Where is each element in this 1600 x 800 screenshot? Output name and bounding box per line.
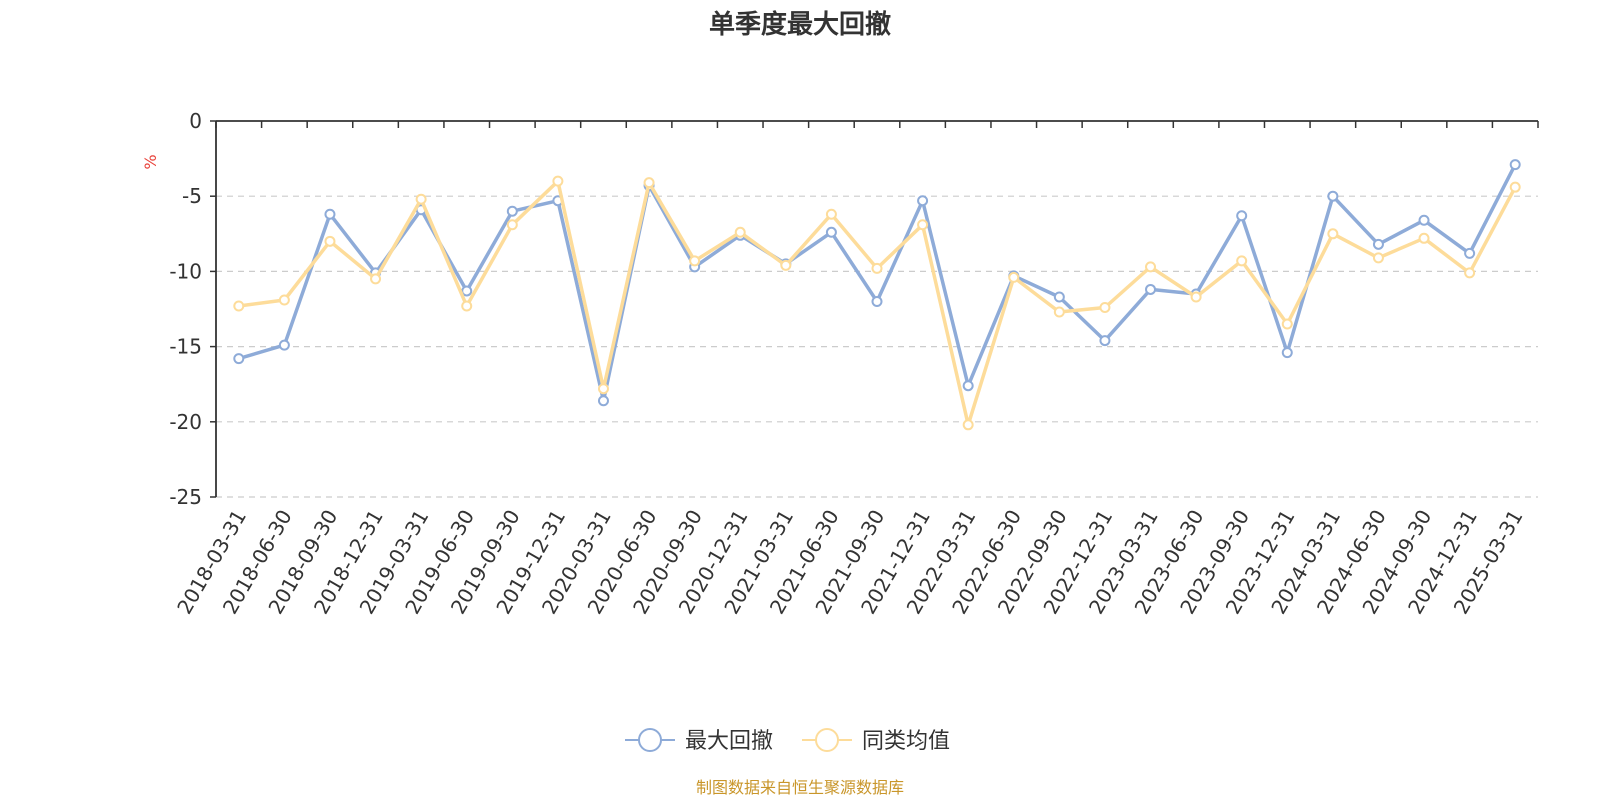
data-point-1-4 — [415, 193, 427, 205]
data-point-1-23 — [1281, 318, 1293, 330]
data-point-1-14 — [871, 262, 883, 274]
series-1 — [233, 175, 1521, 431]
data-point-0-25 — [1372, 238, 1384, 250]
data-point-1-28 — [1509, 181, 1521, 193]
data-point-1-18 — [1053, 306, 1065, 318]
data-point-0-27 — [1464, 247, 1476, 259]
data-point-0-14 — [871, 295, 883, 307]
data-point-1-12 — [780, 259, 792, 271]
data-point-1-5 — [461, 300, 473, 312]
data-point-1-10 — [689, 255, 701, 267]
data-point-1-3 — [370, 273, 382, 285]
source-note: 制图数据来自恒生聚源数据库 — [696, 778, 904, 797]
data-point-1-24 — [1327, 228, 1339, 240]
data-point-0-2 — [324, 208, 336, 220]
data-point-1-20 — [1145, 261, 1157, 273]
data-point-0-28 — [1509, 159, 1521, 171]
legend-item-0[interactable]: 最大回撤 — [625, 728, 773, 754]
series-line-0 — [238, 163, 1517, 403]
y-tick-label-5: -25 — [169, 485, 202, 509]
data-point-1-15 — [917, 219, 929, 231]
legend-label-0: 最大回撤 — [685, 729, 773, 754]
data-point-1-26 — [1418, 232, 1430, 244]
data-point-1-21 — [1190, 291, 1202, 303]
legend[interactable]: 最大回撤 同类均值 — [625, 728, 950, 754]
data-point-1-13 — [825, 208, 837, 220]
grid-lines — [216, 195, 1538, 498]
data-point-0-5 — [461, 285, 473, 297]
data-point-1-7 — [552, 175, 564, 187]
y-tick-label-0: 0 — [189, 109, 202, 133]
legend-marker-icon-0 — [638, 728, 662, 752]
x-tick-labels: 2018-03-312018-06-302018-09-302018-12-31… — [172, 506, 1527, 619]
data-point-1-22 — [1236, 255, 1248, 267]
y-tick-label-1: -5 — [182, 184, 202, 208]
data-point-0-26 — [1418, 214, 1430, 226]
data-point-1-16 — [962, 419, 974, 431]
data-point-1-9 — [643, 177, 655, 189]
y-axis-unit-label: % — [141, 154, 160, 169]
data-point-0-15 — [917, 195, 929, 207]
y-tick-label-3: -15 — [169, 335, 202, 359]
data-point-0-6 — [506, 205, 518, 217]
data-point-1-19 — [1099, 301, 1111, 313]
data-point-1-25 — [1372, 252, 1384, 264]
y-tick-label-4: -20 — [169, 410, 202, 434]
chart-title: 单季度最大回撤 — [709, 9, 891, 40]
data-point-0-18 — [1053, 291, 1065, 303]
series-layer — [233, 159, 1521, 431]
series-0 — [233, 159, 1521, 407]
data-point-0-1 — [278, 339, 290, 351]
data-point-0-13 — [825, 226, 837, 238]
data-point-0-20 — [1145, 283, 1157, 295]
data-point-1-0 — [233, 300, 245, 312]
y-tick-label-2: -10 — [169, 259, 202, 283]
data-point-1-17 — [1008, 271, 1020, 283]
data-point-1-1 — [278, 294, 290, 306]
data-point-0-22 — [1236, 210, 1248, 222]
data-point-0-19 — [1099, 335, 1111, 347]
y-tick-labels: 0 -5 -10 -15 -20 -25 — [169, 109, 202, 509]
data-point-0-23 — [1281, 347, 1293, 359]
data-point-1-27 — [1464, 267, 1476, 279]
legend-label-1: 同类均值 — [862, 729, 950, 754]
legend-marker-icon-1 — [815, 728, 839, 752]
data-point-1-8 — [597, 383, 609, 395]
data-point-0-8 — [597, 395, 609, 407]
legend-item-1[interactable]: 同类均值 — [802, 728, 950, 754]
data-point-0-24 — [1327, 190, 1339, 202]
data-point-1-11 — [734, 226, 746, 238]
data-point-1-2 — [324, 235, 336, 247]
data-point-1-6 — [506, 219, 518, 231]
data-point-0-16 — [962, 380, 974, 392]
data-point-0-0 — [233, 353, 245, 365]
axes — [210, 120, 1539, 498]
